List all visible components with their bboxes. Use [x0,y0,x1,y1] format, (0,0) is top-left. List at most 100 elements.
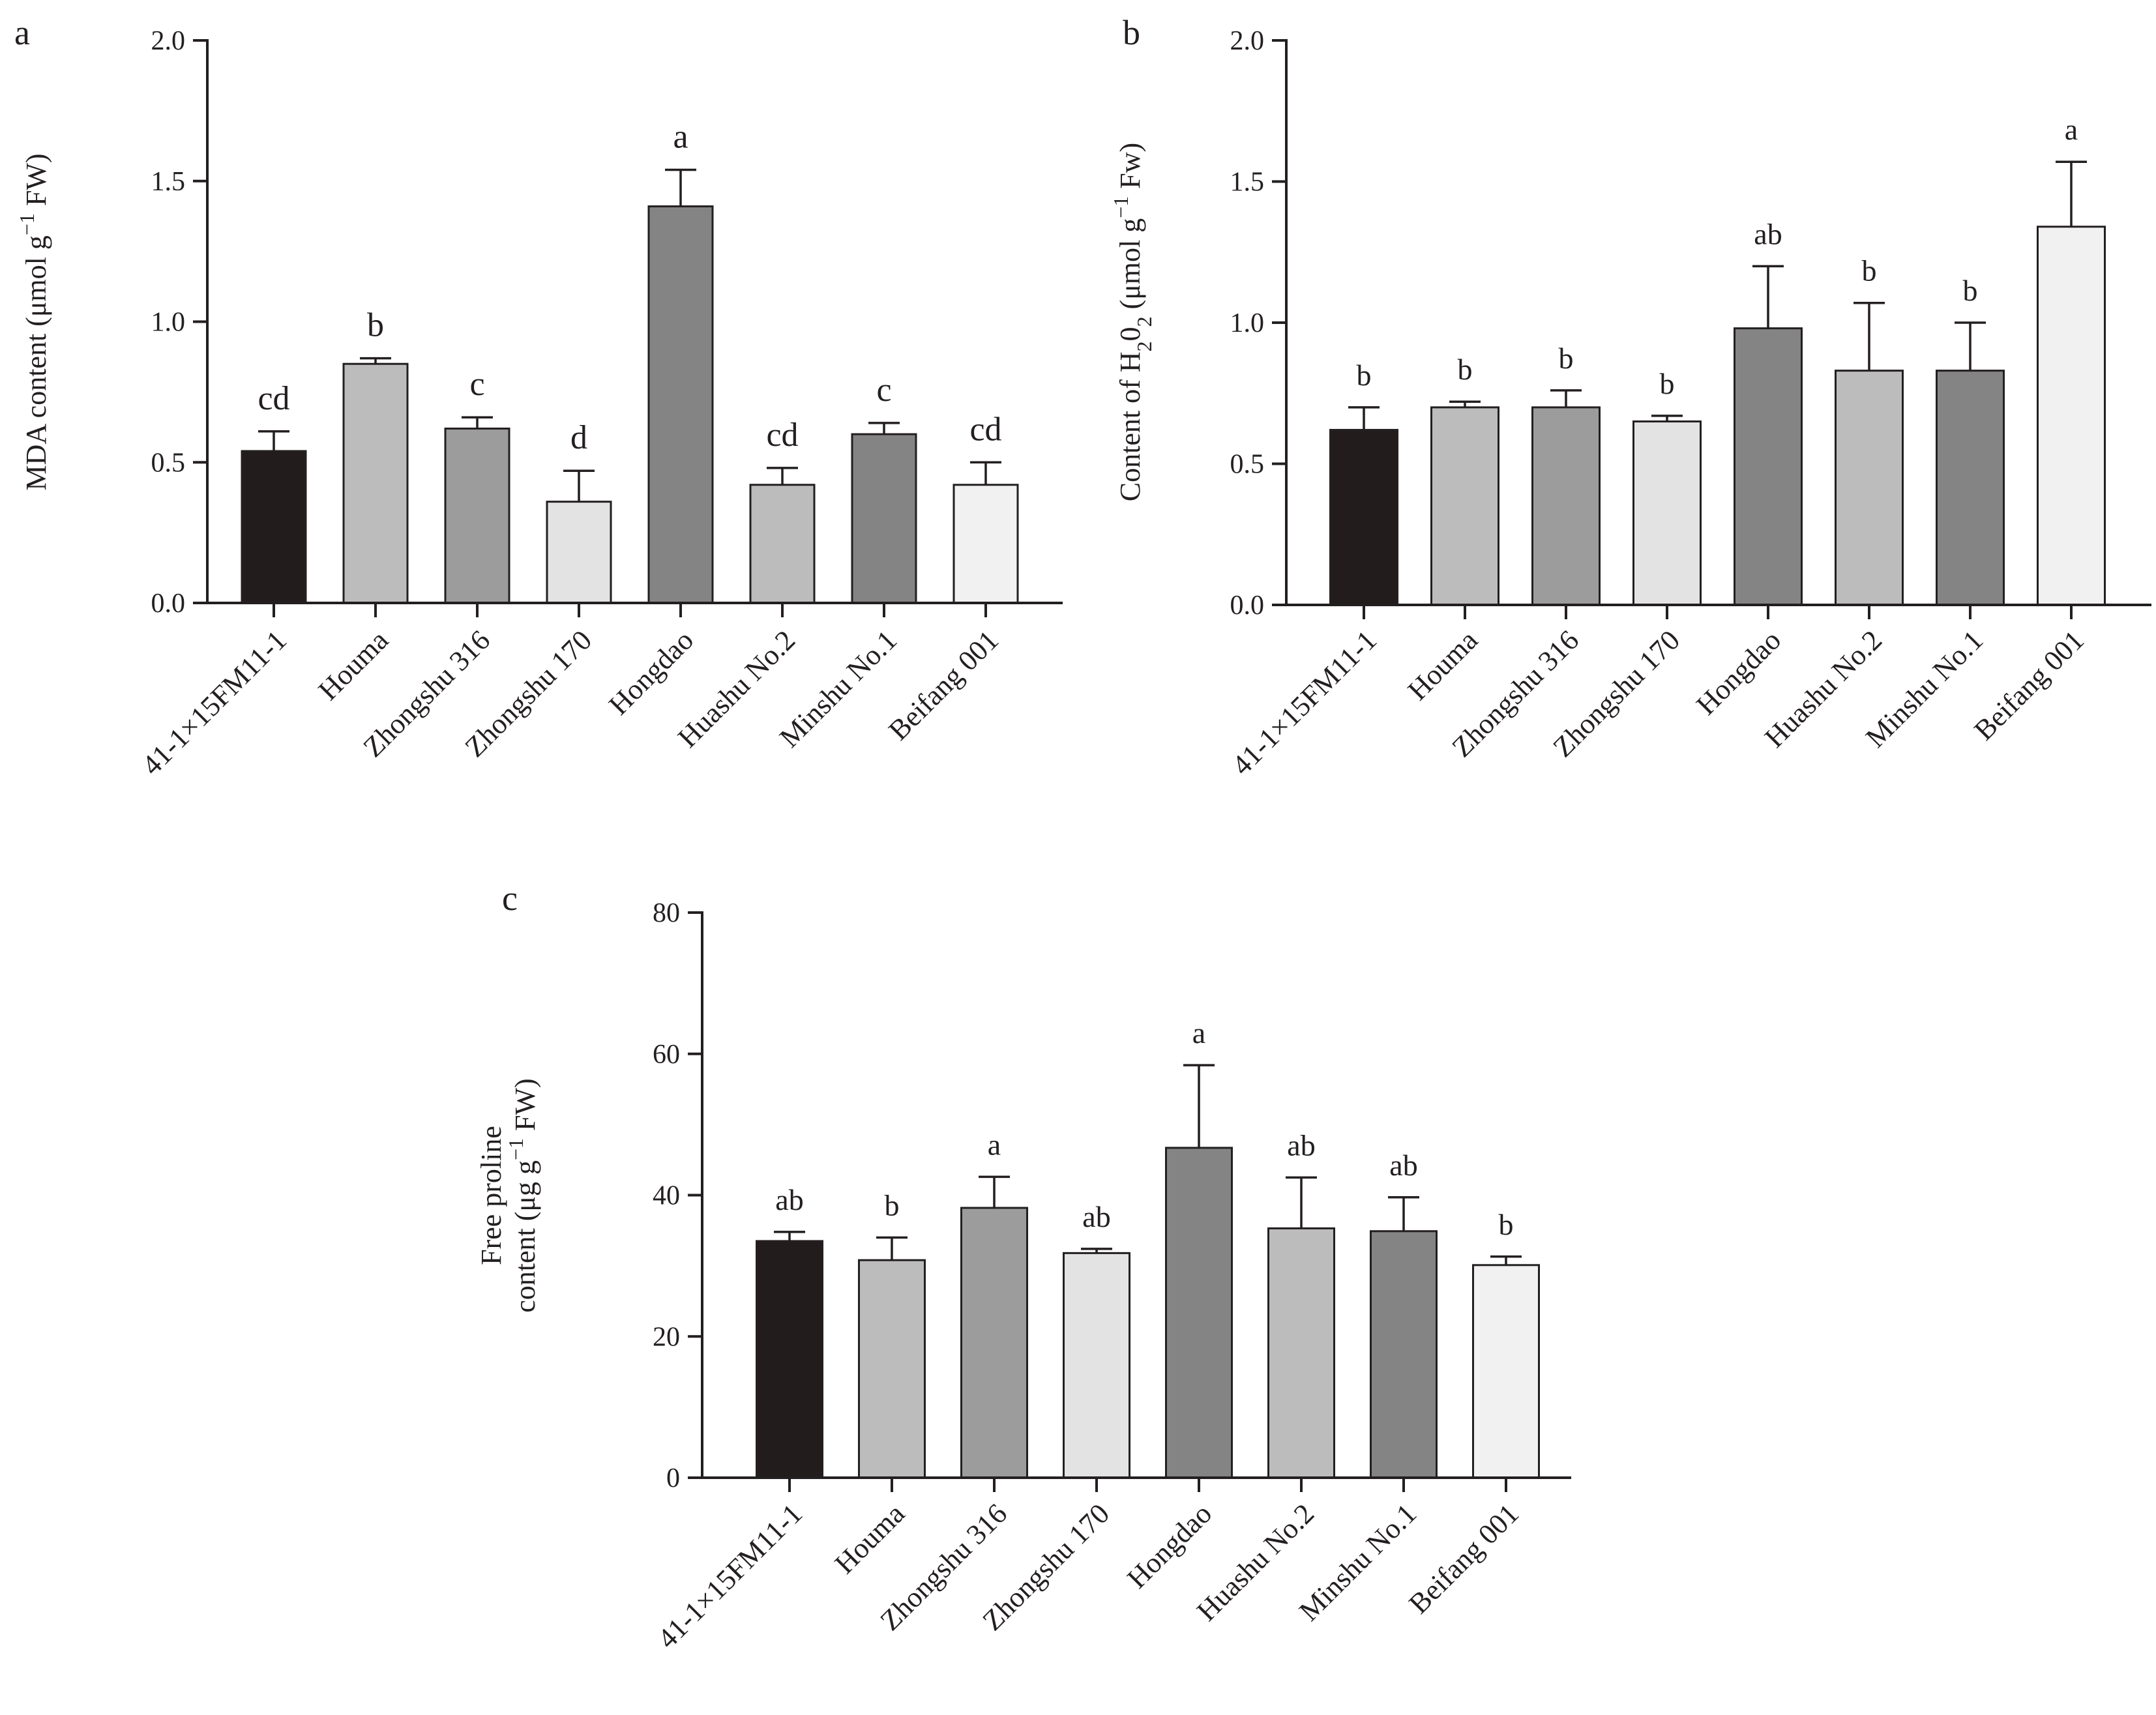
y-axis-title-text: content (μg g [509,1160,541,1313]
y-tick-label: 0.5 [1230,450,1265,480]
category-label: Beifang 001 [882,624,1005,746]
y-axis-title-text: FW) [509,1078,541,1138]
bar-group: c [851,372,917,604]
bar-group: b [1329,359,1398,606]
significance-label: a [988,1128,1001,1161]
y-axis-title-superscript: −1 [504,1138,527,1160]
panel-letter: b [1123,13,1140,52]
bar [960,1207,1028,1479]
bar-group: b [858,1189,926,1479]
bar-group: d [546,419,612,604]
y-tick-label: 1.0 [151,308,186,338]
significance-label: b [1862,254,1877,287]
bar-group: ab [1063,1200,1130,1479]
significance-label: ab [1287,1128,1315,1162]
bar [1632,420,1702,606]
category-label: Houma [312,624,394,706]
significance-label: c [876,372,891,409]
bar [546,501,612,604]
category-label: Hongdao [602,624,700,721]
y-axis-title-subscript: 2 [1132,316,1156,327]
y-axis-title-text: (μmol g [1114,218,1146,317]
significance-label: ab [1389,1149,1417,1182]
category-label: 41-1×15FM11-1 [1226,624,1383,781]
bar-group: a [2037,113,2106,606]
bar-group: cd [749,417,816,604]
y-axis-title-text: FW) [20,153,52,213]
y-axis-title-text: Fw) [1114,143,1146,196]
significance-label: cd [258,380,289,417]
bar [1531,406,1601,606]
bar [756,1240,823,1479]
bar-group: b [1472,1208,1540,1479]
panel-letter: a [14,13,30,52]
category-label: 41-1×15FM11-1 [651,1497,808,1654]
bar [851,433,917,604]
y-axis-title-text: 0 [1114,327,1146,341]
y-tick-label: 2.0 [1230,26,1265,56]
y-axis-title-line1: Free proline [475,1126,507,1265]
bar-group: ab [1734,217,1803,606]
y-axis-title-text: MDA content (μmol g [20,235,52,490]
bar [241,450,307,604]
bar [1370,1230,1438,1479]
category-label: Houma [1402,624,1484,706]
y-axis-title: Content of H202 (μmol g−1 Fw) [1109,143,1156,501]
significance-label: ab [775,1183,803,1216]
significance-label: b [1458,353,1473,386]
bar-group: b [1632,367,1702,606]
y-tick-label: 60 [653,1040,680,1070]
bar-group: b [1835,254,1904,606]
significance-label: b [1660,367,1675,400]
bar [952,484,1019,604]
bar [444,427,510,604]
bar [1835,370,1904,606]
bar-group: c [444,366,510,604]
significance-label: ab [1082,1200,1110,1233]
significance-label: c [469,366,484,403]
category-label: Hongdao [1121,1497,1218,1594]
category-label: 41-1×15FM11-1 [136,624,293,781]
bar [1936,370,2005,606]
bar [1329,429,1398,606]
significance-label: b [885,1189,900,1222]
bar-group: a [647,118,714,604]
y-axis-title-superscript: −1 [15,213,38,235]
significance-label: ab [1754,217,1782,250]
bar-group: ab [1370,1149,1438,1479]
category-label: Beifang 001 [1968,624,2090,746]
y-axis-title: MDA content (μmol g−1 FW) [15,153,52,490]
significance-label: b [1559,342,1574,375]
significance-label: b [367,307,384,344]
significance-label: a [673,118,688,155]
y-axis-title-text: Content of H [1114,351,1146,501]
significance-label: a [2065,113,2078,146]
y-tick-label: 1.5 [151,167,186,197]
y-tick-label: 0 [666,1463,680,1493]
bar-group: ab [1267,1128,1335,1479]
y-axis-title-subscript: 2 [1132,341,1156,351]
y-tick-label: 1.0 [1230,308,1265,338]
y-axis-title-superscript: −1 [1109,196,1132,218]
bar-group: cd [952,411,1019,604]
bar [1267,1227,1335,1479]
y-tick-label: 80 [653,898,680,928]
y-tick-label: 0.0 [1230,591,1265,621]
bar-group: b [1531,342,1601,606]
bar-group: a [1165,1016,1233,1479]
significance-label: b [1357,359,1372,392]
bar [1063,1252,1130,1479]
category-label: Houma [829,1497,911,1579]
significance-label: b [1499,1208,1514,1241]
bar [858,1259,926,1479]
y-tick-label: 40 [653,1181,680,1211]
bar-group: a [960,1128,1028,1479]
bar [1430,406,1499,606]
bar [749,484,816,604]
significance-label: a [1192,1016,1205,1049]
category-label: Beifang 001 [1402,1497,1525,1620]
bar [342,362,409,604]
